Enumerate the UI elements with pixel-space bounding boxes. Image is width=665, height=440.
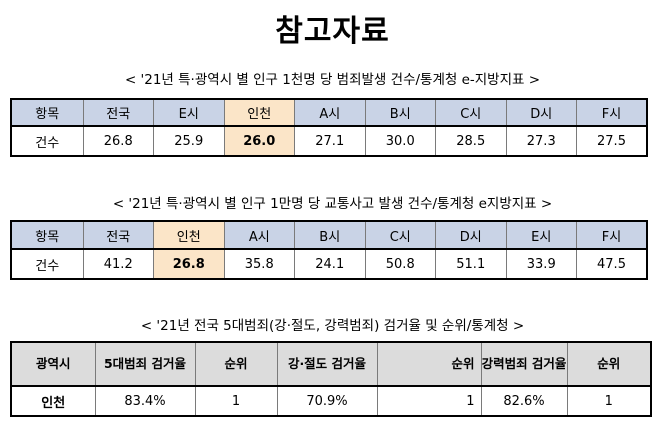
header-cell-highlight: 인천 xyxy=(223,98,295,127)
value-cell: 28.5 xyxy=(435,125,507,157)
table2-caption: < '21년 특·광역시 별 인구 1만명 당 교통사고 발생 건수/통계청 e… xyxy=(112,196,553,212)
header-cell: 전국 xyxy=(82,220,154,250)
value-cell: 41.2 xyxy=(82,248,154,280)
header-cell: 5대범죄 검거율 xyxy=(94,341,196,387)
row-label: 건수 xyxy=(10,125,84,157)
header-cell: E시 xyxy=(153,98,225,127)
header-cell: 항목 xyxy=(10,220,84,250)
header-cell: 항목 xyxy=(10,98,84,127)
header-cell: 광역시 xyxy=(10,341,96,387)
header-cell: D시 xyxy=(505,98,577,127)
value-cell: 35.8 xyxy=(223,248,295,280)
table1-caption: < '21년 특·광역시 별 인구 1천명 당 범죄발생 건수/통계청 e-지방… xyxy=(124,72,541,88)
value-cell: 1 xyxy=(194,385,278,417)
value-cell: 47.5 xyxy=(576,248,648,280)
header-cell: 강·절도 검거율 xyxy=(276,341,378,387)
value-cell: 1 xyxy=(376,385,482,417)
value-cell-highlight: 26.0 xyxy=(223,125,295,157)
value-cell: 25.9 xyxy=(153,125,225,157)
header-cell: E시 xyxy=(505,220,577,250)
header-cell: 순위 xyxy=(376,341,482,387)
header-cell: C시 xyxy=(435,98,507,127)
value-cell: 50.8 xyxy=(364,248,436,280)
table3-caption: < '21년 전국 5대범죄(강·절도, 강력범죄) 검거율 및 순위/통계청 … xyxy=(140,318,525,334)
value-cell: 24.1 xyxy=(294,248,366,280)
value-cell: 27.5 xyxy=(576,125,648,157)
header-cell: F시 xyxy=(576,98,648,127)
header-cell: 강력범죄 검거율 xyxy=(480,341,568,387)
value-cell: 51.1 xyxy=(435,248,507,280)
header-cell: A시 xyxy=(223,220,295,250)
page-title: 참고자료 xyxy=(275,14,390,49)
header-cell-highlight: 인천 xyxy=(153,220,225,250)
header-cell: B시 xyxy=(364,98,436,127)
row-label: 건수 xyxy=(10,248,84,280)
header-cell: 순위 xyxy=(566,341,652,387)
header-cell: A시 xyxy=(294,98,366,127)
header-cell: F시 xyxy=(576,220,648,250)
value-cell: 83.4% xyxy=(94,385,196,417)
value-cell: 33.9 xyxy=(505,248,577,280)
header-cell: B시 xyxy=(294,220,366,250)
header-cell: D시 xyxy=(435,220,507,250)
header-cell: 순위 xyxy=(194,341,278,387)
crime-rate-table: 항목 전국 E시 인천 A시 B시 C시 D시 F시 건수 26.8 25.9 … xyxy=(10,98,648,157)
arrest-rate-table: 광역시 5대범죄 검거율 순위 강·절도 검거율 순위 강력범죄 검거율 순위 … xyxy=(10,341,652,417)
header-cell: C시 xyxy=(364,220,436,250)
value-cell: 70.9% xyxy=(276,385,378,417)
value-cell: 27.1 xyxy=(294,125,366,157)
value-cell: 27.3 xyxy=(505,125,577,157)
value-cell: 30.0 xyxy=(364,125,436,157)
traffic-accident-table: 항목 전국 인천 A시 B시 C시 D시 E시 F시 건수 41.2 26.8 … xyxy=(10,220,648,280)
header-cell: 전국 xyxy=(82,98,154,127)
value-cell: 82.6% xyxy=(480,385,568,417)
value-cell: 26.8 xyxy=(82,125,154,157)
row-label: 인천 xyxy=(10,385,96,417)
value-cell-highlight: 26.8 xyxy=(153,248,225,280)
value-cell: 1 xyxy=(566,385,652,417)
